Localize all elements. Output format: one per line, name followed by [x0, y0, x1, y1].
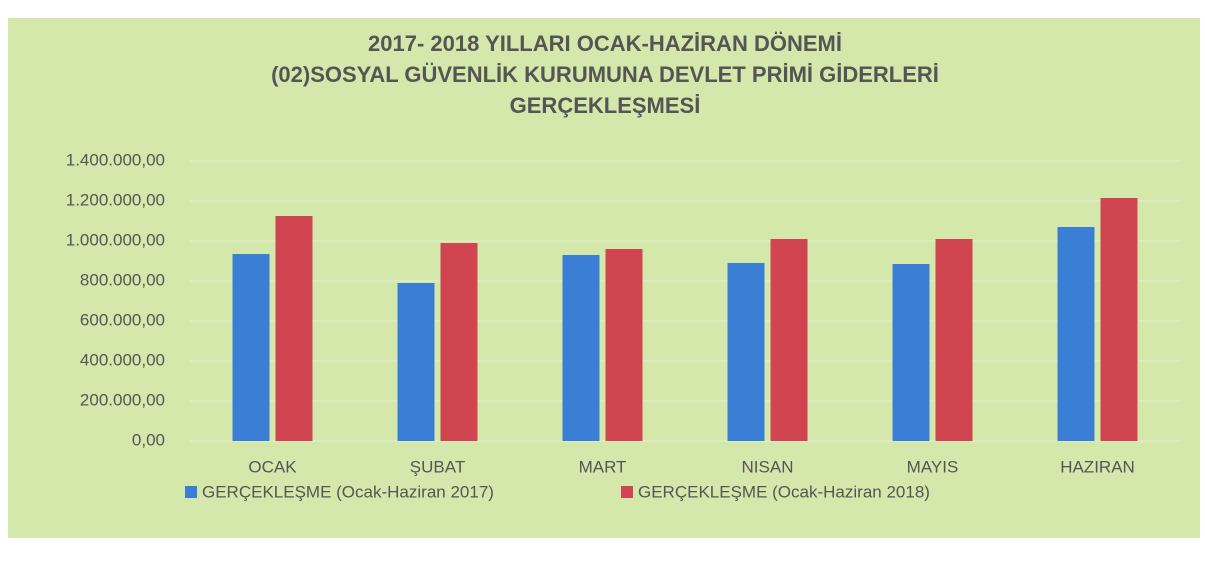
- chart-title: (02)SOSYAL GÜVENLİK KURUMUNA DEVLET PRİM…: [271, 62, 939, 87]
- bar: [935, 239, 973, 441]
- bar: [605, 249, 643, 441]
- chart-title: 2017- 2018 YILLARI OCAK-HAZİRAN DÖNEMİ: [368, 31, 842, 56]
- bar: [275, 216, 313, 441]
- legend-label: GERÇEKLEŞME (Ocak-Haziran 2017): [202, 482, 494, 501]
- bar: [440, 243, 478, 441]
- x-tick-label: NISAN: [742, 457, 794, 476]
- y-tick-label: 200.000,00: [80, 390, 165, 409]
- y-tick-label: 1.000.000,00: [66, 230, 165, 249]
- legend-swatch: [185, 486, 197, 498]
- chart-title: GERÇEKLEŞMESİ: [510, 93, 701, 118]
- bar: [892, 264, 930, 441]
- bar: [562, 255, 600, 441]
- y-tick-label: 1.400.000,00: [66, 150, 165, 169]
- bar: [1057, 227, 1095, 441]
- bar: [770, 239, 808, 441]
- y-tick-label: 800.000,00: [80, 270, 165, 289]
- legend-label: GERÇEKLEŞME (Ocak-Haziran 2018): [638, 482, 930, 501]
- x-tick-label: ŞUBAT: [410, 457, 465, 476]
- y-tick-label: 400.000,00: [80, 350, 165, 369]
- x-tick-label: HAZIRAN: [1060, 457, 1135, 476]
- bar: [232, 254, 270, 441]
- legend-swatch: [621, 486, 633, 498]
- x-tick-label: MART: [579, 457, 627, 476]
- bar: [1100, 198, 1138, 441]
- chart-background: [8, 18, 1200, 538]
- y-tick-label: 0,00: [132, 430, 165, 449]
- x-tick-label: MAYIS: [907, 457, 959, 476]
- bar: [397, 283, 435, 441]
- bar: [727, 263, 765, 441]
- y-tick-label: 600.000,00: [80, 310, 165, 329]
- x-tick-label: OCAK: [248, 457, 297, 476]
- y-tick-label: 1.200.000,00: [66, 190, 165, 209]
